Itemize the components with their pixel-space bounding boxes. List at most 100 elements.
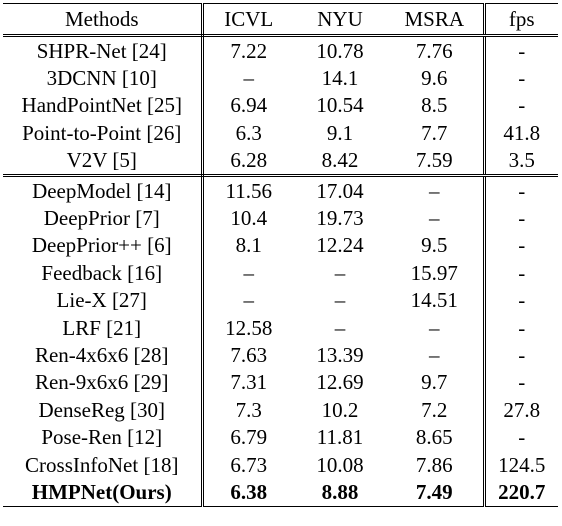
- table-group-depth-based: DeepModel [14] 11.56 17.04 – - DeepPrior [7] 1…: [3, 175, 558, 507]
- cell-method: 3DCNN [10]: [3, 64, 204, 92]
- cell-msra: 9.7: [421, 370, 448, 395]
- cell-fps: -: [482, 231, 558, 260]
- cell-msra: 8.5: [421, 93, 448, 118]
- table-row: DeepModel [14] 11.56 17.04 – -: [3, 175, 558, 205]
- cell-msra: 7.2: [421, 397, 448, 422]
- cell-msra: 15.97: [410, 260, 458, 285]
- cell-msra: –: [429, 178, 440, 203]
- cell-method: Pose-Ren [12]: [3, 423, 204, 451]
- cell-fps: -: [482, 175, 558, 205]
- cell-method: Point-to-Point [26]: [3, 119, 204, 147]
- cell-nyu: 10.54: [316, 93, 364, 118]
- cell-fps: 220.7: [482, 478, 558, 507]
- cell-fps: 124.5: [482, 450, 558, 479]
- cell-icvl: 7.31: [230, 370, 268, 395]
- cell-nyu: 11.81: [316, 425, 364, 450]
- cell-icvl: 12.58: [225, 315, 273, 340]
- cell-fps: -: [482, 204, 558, 232]
- cell-method: Ren-4x6x6 [28]: [3, 341, 204, 369]
- cell-fps: -: [482, 313, 558, 342]
- cell-nyu: 19.73: [316, 206, 364, 231]
- cell-method: V2V [5]: [3, 146, 204, 177]
- cell-fps: -: [482, 259, 558, 287]
- cell-method: Lie-X [27]: [3, 286, 204, 314]
- table-row: HMPNet(Ours) 6.38 8.88 7.49 220.7: [3, 478, 558, 507]
- cell-icvl: 6.73: [230, 452, 268, 477]
- cell-icvl: 6.3: [235, 120, 262, 145]
- cell-method: DeepPrior [7]: [3, 204, 204, 232]
- cell-msra: 7.49: [386, 478, 484, 507]
- cell-nyu: –: [334, 288, 346, 313]
- cell-icvl: 7.3: [235, 397, 262, 422]
- cell-method: HMPNet(Ours): [3, 478, 204, 507]
- cell-icvl: 7.22: [230, 38, 268, 63]
- table-row: CrossInfoNet [18] 6.73 10.08 7.86 124.5: [3, 450, 558, 479]
- cell-msra: 14.51: [410, 288, 458, 313]
- table-header: Methods ICVL NYU MSRA fps: [3, 3, 558, 37]
- cell-msra: 7.76: [415, 38, 453, 63]
- cell-icvl: –: [243, 288, 255, 313]
- cell-fps: -: [482, 341, 558, 369]
- cell-nyu: 14.1: [321, 66, 359, 91]
- table-row: Ren-9x6x6 [29] 7.31 12.69 9.7 -: [3, 368, 558, 397]
- cell-nyu: 13.39: [316, 342, 364, 367]
- cell-method: HandPointNet [25]: [3, 91, 204, 120]
- cell-msra: 7.86: [415, 452, 453, 477]
- table-row: Pose-Ren [12] 6.79 11.81 8.65 -: [3, 423, 558, 451]
- cell-nyu: 10.08: [316, 452, 364, 477]
- cell-nyu: 12.24: [316, 233, 364, 258]
- cell-fps: 3.5: [482, 146, 558, 177]
- table-row: 3DCNN [10] – 14.1 9.6 -: [3, 64, 558, 92]
- cell-msra: –: [429, 206, 440, 231]
- table-group-point-based: SHPR-Net [24] 7.22 10.78 7.76 - 3DCNN [10] – 14…: [3, 35, 558, 177]
- cell-nyu: 9.1: [326, 120, 354, 145]
- header-msra: MSRA: [386, 3, 484, 37]
- cell-fps: -: [482, 368, 558, 397]
- header-nyu: NYU: [294, 3, 386, 37]
- cell-nyu: 8.42: [294, 146, 386, 177]
- cell-icvl: 6.38: [202, 478, 294, 507]
- table-row: SHPR-Net [24] 7.22 10.78 7.76 -: [3, 35, 558, 65]
- cell-msra: 9.6: [421, 66, 448, 91]
- cell-method: DeepModel [14]: [3, 175, 204, 205]
- cell-msra: 7.59: [386, 146, 484, 177]
- table-row: Ren-4x6x6 [28] 7.63 13.39 – -: [3, 341, 558, 369]
- cell-msra: 7.7: [421, 120, 448, 145]
- cell-icvl: 6.94: [230, 93, 268, 118]
- cell-method: DenseReg [30]: [3, 396, 204, 424]
- cell-method: DeepPrior++ [6]: [3, 231, 204, 260]
- cell-fps: -: [482, 286, 558, 314]
- cell-method: Feedback [16]: [3, 259, 204, 287]
- cell-method: SHPR-Net [24]: [3, 35, 204, 65]
- cell-nyu: 12.69: [316, 370, 364, 395]
- header-icvl: ICVL: [202, 3, 294, 37]
- table-row: Lie-X [27] – – 14.51-: [3, 286, 558, 314]
- cell-icvl: –: [243, 66, 255, 91]
- table-row: V2V [5] 6.28 8.42 7.59 3.5: [3, 146, 558, 177]
- cell-icvl: 6.79: [230, 425, 268, 450]
- table-row: Point-to-Point [26] 6.3 9.1 7.7 41.8: [3, 119, 558, 147]
- cell-method: CrossInfoNet [18]: [3, 450, 204, 479]
- cell-msra: 8.65: [415, 425, 453, 450]
- results-table: Methods ICVL NYU MSRA fps SHPR-Net [24] 7…: [3, 3, 558, 507]
- cell-nyu: –: [334, 260, 346, 285]
- table-row: LRF [21] 12.58 – – -: [3, 313, 558, 342]
- table-row: Feedback [16] – – 15.97-: [3, 259, 558, 287]
- cell-icvl: –: [243, 260, 255, 285]
- cell-icvl: 11.56: [225, 178, 272, 203]
- cell-msra: 9.5: [421, 233, 448, 258]
- cell-fps: -: [482, 35, 558, 65]
- cell-method: Ren-9x6x6 [29]: [3, 368, 204, 397]
- cell-icvl: 10.4: [230, 206, 268, 231]
- cell-fps: -: [482, 91, 558, 120]
- table-row: HandPointNet [25] 6.94 10.54 8.5 -: [3, 91, 558, 120]
- header-row: Methods ICVL NYU MSRA fps: [3, 3, 558, 37]
- cell-nyu: 10.78: [316, 38, 364, 63]
- table-row: DeepPrior++ [6] 8.1 12.24 9.5 -: [3, 231, 558, 260]
- table-row: DeepPrior [7] 10.4 19.73 – -: [3, 204, 558, 232]
- table-row: DenseReg [30] 7.3 10.2 7.2 27.8: [3, 396, 558, 424]
- header-fps: fps: [482, 3, 558, 37]
- cell-msra: –: [429, 315, 440, 340]
- cell-fps: 41.8: [482, 119, 558, 147]
- cell-nyu: 17.04: [316, 178, 364, 203]
